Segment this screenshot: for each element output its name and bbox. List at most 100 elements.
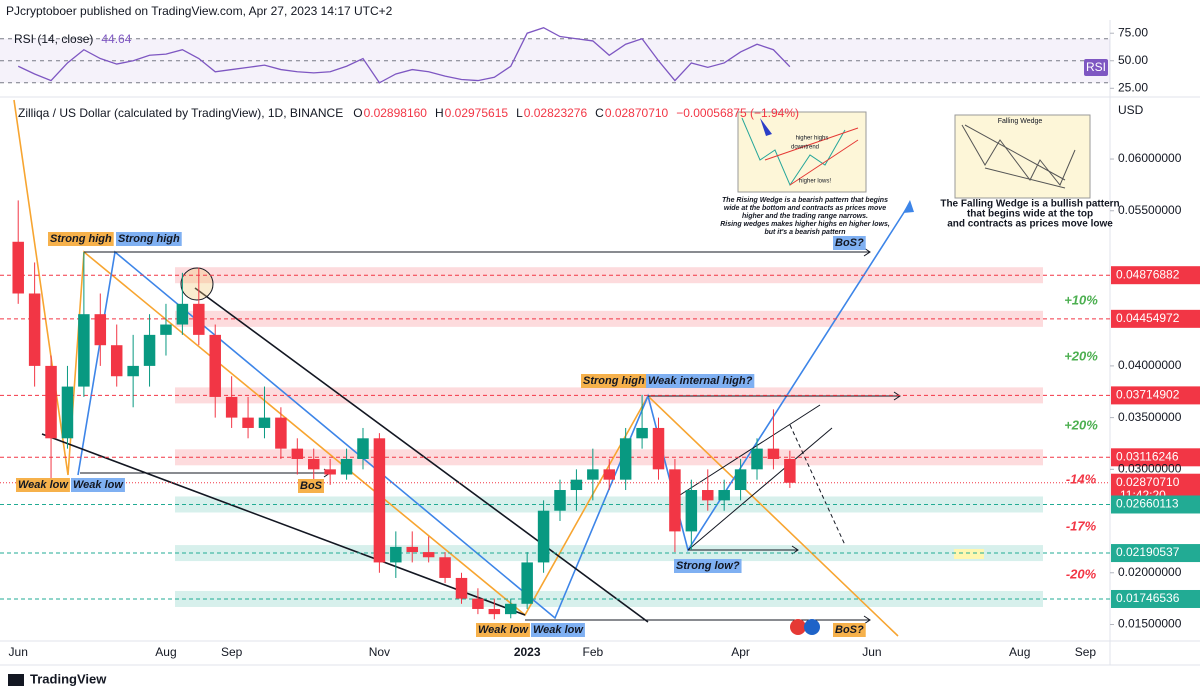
candle-body xyxy=(357,438,369,459)
annotation: Weak internal high? xyxy=(648,375,753,387)
annotation: BoS? xyxy=(835,237,864,249)
y-tick-label: 0.03000000 xyxy=(1118,462,1182,476)
ohlc-key: C xyxy=(595,106,604,120)
candle-body xyxy=(242,417,254,428)
candle-body xyxy=(193,303,205,335)
image-tag: downtrend xyxy=(791,145,819,151)
candle-body xyxy=(61,386,74,439)
x-tick-label: Sep xyxy=(221,645,243,659)
rsi-value: 44.64 xyxy=(101,32,131,46)
rising-wedge-note: Rising wedges makes higher highs en high… xyxy=(720,221,890,228)
rising-wedge-note: higher and the trading range narrows. xyxy=(742,213,868,220)
candle-body xyxy=(28,293,41,366)
orange-structure xyxy=(13,99,899,637)
level-badge xyxy=(1111,495,1200,514)
candle-body xyxy=(652,427,665,470)
rising-wedge-sketch xyxy=(764,127,859,161)
annotation-box xyxy=(646,374,755,388)
candle-body xyxy=(784,458,796,483)
level-label: 0.04876882 xyxy=(1116,267,1180,281)
level-label: 0.03714902 xyxy=(1116,388,1180,402)
blue-arrowhead xyxy=(903,200,914,213)
level-label: 0.02660113 xyxy=(1116,497,1179,511)
rising-wedge-note: but it's a bearish pattern xyxy=(764,229,845,236)
candle-body xyxy=(619,438,632,480)
candle-body xyxy=(12,241,24,294)
rsi-title: RSI (14, close) xyxy=(14,32,93,46)
x-tick-label: Jun xyxy=(862,645,881,659)
x-tick-label: Nov xyxy=(369,645,390,659)
level-label: 0.02870710 xyxy=(1116,475,1180,489)
rsi-tick-label: 25.00 xyxy=(1118,80,1148,94)
x-tick-label: 2023 xyxy=(514,645,541,659)
level-badge xyxy=(1111,544,1200,563)
y-tick-label: 0.05500000 xyxy=(1118,203,1182,217)
x-tick-label: Feb xyxy=(582,645,603,659)
ohlc-value: 0.02870710 xyxy=(605,106,669,120)
x-tick-label: Jun xyxy=(9,645,28,659)
level-label: 0.04454972 xyxy=(1116,311,1180,325)
candle-body xyxy=(718,490,730,501)
rsi-tick-label: 50.00 xyxy=(1118,53,1148,67)
falling-wedge-note: that begins wide at the top xyxy=(967,209,1093,220)
annotation-box xyxy=(833,623,866,637)
annotation-box xyxy=(531,623,585,637)
percent-label: +10% xyxy=(1064,292,1098,307)
percent-label: +20% xyxy=(1064,417,1098,432)
falling-wedge-sketch xyxy=(984,167,1066,189)
y-tick-label: 0.02000000 xyxy=(1118,565,1182,579)
candle-body xyxy=(176,303,189,325)
annotation-box xyxy=(298,479,324,493)
candle-body xyxy=(669,469,681,532)
percent-label: +20% xyxy=(1064,348,1098,363)
candle-body xyxy=(291,448,304,459)
candle-body xyxy=(209,334,221,397)
annotation: Weak low xyxy=(478,624,529,636)
symbol-title: Zilliqa / US Dollar (calculated by Tradi… xyxy=(18,106,343,120)
wedge-line xyxy=(41,433,526,616)
image-tag: higher lows! xyxy=(799,179,831,185)
x-tick-label: Aug xyxy=(1009,645,1030,659)
candle-body xyxy=(406,546,418,553)
candle-body xyxy=(307,458,320,470)
downtrend-arrow xyxy=(760,118,772,136)
ohlc-key: O xyxy=(353,106,362,120)
x-tick-label: Sep xyxy=(1075,645,1097,659)
candle-body xyxy=(587,469,599,480)
candle-body xyxy=(488,608,501,615)
candle-body xyxy=(455,577,468,599)
ohlc-key: L xyxy=(516,106,523,120)
ohlc-value: 0.02898160 xyxy=(364,106,428,120)
annotation-box xyxy=(581,374,654,388)
annotation-box xyxy=(48,232,114,246)
candle-body xyxy=(439,557,451,578)
candle-body xyxy=(505,603,517,615)
annotation: BoS xyxy=(300,480,323,492)
x-tick-label: Apr xyxy=(731,645,750,659)
event-icon xyxy=(790,619,806,635)
annotation: Weak low xyxy=(533,624,584,636)
percent-label: -14% xyxy=(1066,471,1097,486)
publish-header: PJcryptoboer published on TradingView.co… xyxy=(6,4,393,18)
annotation: Weak low xyxy=(18,479,69,491)
ohlc-value: 0.02975615 xyxy=(445,106,509,120)
annotation-box xyxy=(674,559,742,573)
percent-label: -20% xyxy=(1066,566,1097,581)
candle-body xyxy=(225,396,238,418)
y-tick-label: 0.01500000 xyxy=(1118,617,1182,631)
change: −0.00056875 (−1.94%) xyxy=(676,106,799,120)
candle-body xyxy=(422,552,435,558)
rising-wedge-line xyxy=(679,404,821,496)
level-badge xyxy=(1111,448,1200,467)
rsi-line xyxy=(17,27,791,84)
level-badge xyxy=(1111,589,1200,608)
annotation-box xyxy=(476,623,530,637)
candle-body xyxy=(685,490,698,532)
ohlc-key: H xyxy=(435,106,444,120)
annotation-box xyxy=(833,236,866,250)
wedge-line xyxy=(194,287,649,623)
rising-wedge-line xyxy=(687,427,833,551)
y-tick-label: 0.03500000 xyxy=(1118,410,1182,424)
event-icon xyxy=(804,619,820,635)
